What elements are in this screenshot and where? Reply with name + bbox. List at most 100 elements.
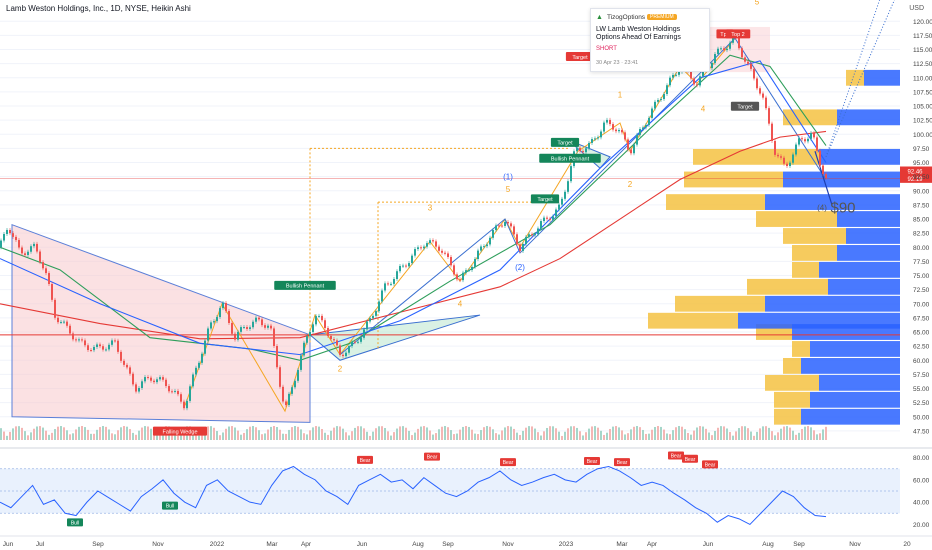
candle-body [714, 54, 716, 63]
candle-body [87, 345, 89, 351]
candle-body [66, 321, 68, 326]
candle-body [450, 256, 452, 266]
volume-bar [81, 426, 83, 440]
volume-bar [669, 434, 671, 440]
x-tick-label: Jun [3, 541, 14, 548]
volume-bar [627, 433, 629, 440]
candle-body [666, 85, 668, 95]
vp-yellow-bar [648, 312, 738, 329]
y-tick-label: 92.50 [913, 174, 930, 181]
candle-body [255, 317, 257, 322]
candle-body [60, 321, 62, 323]
currency-label: USD [909, 5, 924, 12]
volume-bar [561, 435, 563, 440]
volume-bar [174, 431, 176, 440]
y-tick-label: 117.50 [913, 33, 932, 40]
rsi-annotation-text: Bear [671, 453, 682, 459]
volume-bar [177, 435, 179, 440]
wave-label: 2 [338, 365, 343, 374]
candle-body [9, 229, 11, 234]
candle-body [567, 181, 569, 192]
candle-body [540, 221, 542, 229]
candle-body [804, 139, 806, 142]
candle-body [159, 377, 161, 380]
wave-label: (4) [817, 204, 827, 213]
idea-title[interactable]: LW Lamb Weston Holdings Options Ahead Of… [596, 26, 681, 41]
vp-blue-bar [810, 341, 900, 357]
candle-body [291, 387, 293, 394]
volume-bar [354, 427, 356, 440]
annotation-text: Target [537, 197, 553, 203]
x-tick-label: 2023 [559, 541, 574, 548]
candle-body [300, 355, 302, 370]
idea-card[interactable]: ▲ TizogOptions PREMIUM LW Lamb Weston Ho… [590, 8, 710, 72]
annotation-tag [152, 426, 208, 436]
rsi-annotation-tag [682, 454, 698, 463]
candle-body [426, 243, 428, 247]
volume-bar [123, 426, 125, 440]
volume-bar [522, 430, 524, 440]
candle-body [669, 77, 671, 86]
price-tag-text: 92.19 [907, 177, 923, 183]
vp-blue-bar [819, 374, 900, 391]
candle-body [564, 191, 566, 199]
candle-body [162, 377, 164, 380]
idea-author[interactable]: TizogOptions [607, 14, 646, 21]
candle-body [357, 341, 359, 343]
candle-body [30, 246, 32, 252]
volume-bar [771, 431, 773, 440]
y-tick-label: 100.00 [913, 132, 932, 139]
candle-body [378, 301, 380, 312]
candle-body [369, 318, 371, 322]
candle-body [741, 48, 743, 58]
volume-bar [60, 426, 62, 440]
vp-blue-bar [819, 148, 900, 165]
candle-body [390, 283, 392, 285]
candle-body [336, 340, 338, 346]
candle-body [222, 302, 224, 309]
volume-bar [753, 435, 755, 440]
y-tick-label: 112.50 [913, 61, 932, 68]
volume-bar [69, 434, 71, 440]
y-tick-label: 87.50 [913, 202, 930, 209]
candle-body [594, 138, 596, 140]
volume-bar [819, 433, 821, 440]
volume-bar [468, 426, 470, 440]
volume-bar [447, 427, 449, 440]
down-arrow [814, 151, 833, 206]
vp-yellow-bar [747, 278, 828, 295]
volume-bar [117, 430, 119, 440]
volume-bar [408, 430, 410, 440]
volume-bar [741, 426, 743, 440]
volume-bar [633, 426, 635, 440]
volume-bar [369, 435, 371, 440]
candle-body [18, 240, 20, 248]
vp-yellow-bar [792, 245, 837, 261]
volume-bar [639, 427, 641, 440]
candle-body [318, 315, 320, 317]
candle-body [459, 279, 461, 281]
volume-bar [465, 426, 467, 440]
candle-body [516, 234, 518, 245]
volume-bar [603, 434, 605, 440]
candle-body [219, 308, 221, 318]
candle-body [276, 346, 278, 368]
volume-bar [282, 433, 284, 440]
candle-body [387, 283, 389, 285]
volume-bar [705, 428, 707, 440]
annotation-tag [274, 280, 336, 290]
candle-body [480, 246, 482, 251]
wave-label: (2) [515, 263, 525, 272]
candle-body [825, 173, 827, 178]
rsi-annotation-text: Bear [617, 460, 628, 466]
bullish-pennant-zone [308, 314, 481, 361]
candle-body [294, 380, 296, 388]
volume-bar [507, 426, 509, 440]
candle-body [795, 144, 797, 155]
price-tag [900, 166, 932, 176]
candle-body [672, 74, 674, 78]
candle-body [633, 144, 635, 154]
candle-body [657, 99, 659, 102]
volume-bar [234, 427, 236, 440]
annotation-tag [725, 29, 751, 39]
